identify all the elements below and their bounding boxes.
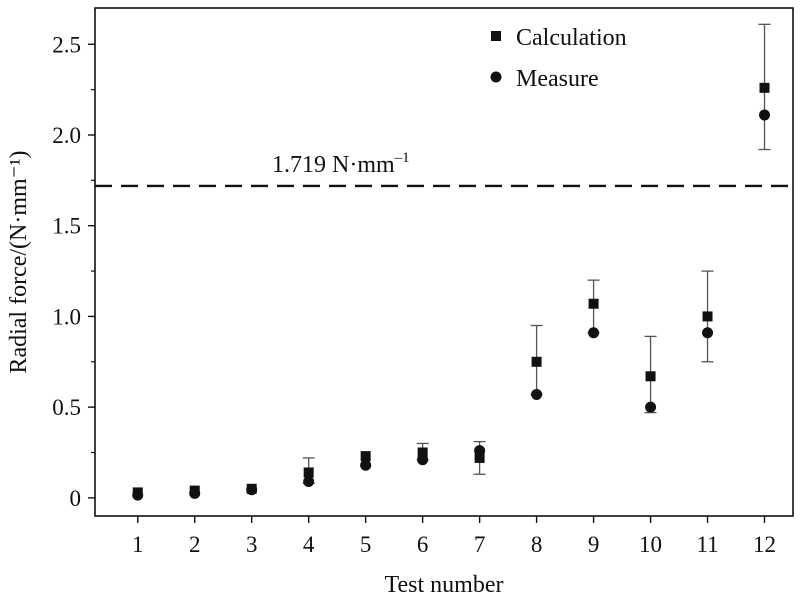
calculation-point (759, 82, 770, 93)
x-tick-label: 12 (753, 532, 776, 557)
calculation-point (360, 451, 371, 462)
x-tick-label: 9 (588, 532, 600, 557)
measure-point (759, 109, 771, 121)
marks-layer (132, 23, 771, 501)
reference-label-main: 1.719 N·mm (272, 152, 395, 178)
legend-marker-measure (490, 71, 502, 83)
measure-point (360, 459, 372, 471)
calculation-point (588, 298, 599, 309)
y-tick-label: 1.0 (52, 304, 81, 329)
measure-point (645, 401, 657, 413)
legend-marker-calculation (491, 31, 501, 41)
x-tick-label: 4 (303, 532, 315, 557)
x-tick-label: 11 (696, 532, 718, 557)
reference-line-layer: 1.719 N·mm–1 (95, 150, 793, 188)
calculation-point (531, 356, 542, 367)
measure-point (702, 327, 714, 339)
legend: Calculation Measure (490, 25, 627, 92)
calculation-point (246, 483, 257, 494)
measure-point (303, 476, 315, 488)
calculation-point (303, 467, 314, 478)
y-tick-label: 2.5 (52, 32, 81, 57)
measure-point (531, 388, 543, 400)
calculation-point (474, 452, 485, 463)
calculation-point (645, 371, 656, 382)
calculation-point (417, 447, 428, 458)
x-tick-label: 3 (246, 532, 258, 557)
legend-label-measure: Measure (516, 66, 599, 92)
plot-frame (94, 7, 794, 517)
y-axis-title: Radial force/(N·mm⁻¹) (6, 150, 32, 373)
y-tick-label: 0.5 (52, 395, 81, 420)
x-tick-label: 1 (132, 532, 144, 557)
x-tick-label: 7 (474, 532, 486, 557)
y-tick-label: 2.0 (52, 123, 81, 148)
calculation-point (702, 311, 713, 322)
x-axis-title: Test number (385, 572, 504, 598)
calculation-point (132, 487, 143, 498)
y-tick-label: 1.5 (52, 214, 81, 239)
x-tick-label: 10 (639, 532, 662, 557)
y-tick-label: 0 (70, 486, 82, 511)
x-tick-label: 8 (531, 532, 543, 557)
measure-point (588, 327, 600, 339)
reference-line-label: 1.719 N·mm–1 (272, 150, 410, 178)
reference-label-sup: –1 (394, 150, 410, 166)
calculation-point (189, 485, 200, 496)
x-tick-label: 6 (417, 532, 429, 557)
legend-label-calculation: Calculation (516, 25, 627, 51)
x-tick-label: 2 (189, 532, 201, 557)
x-tick-label: 5 (360, 532, 372, 557)
